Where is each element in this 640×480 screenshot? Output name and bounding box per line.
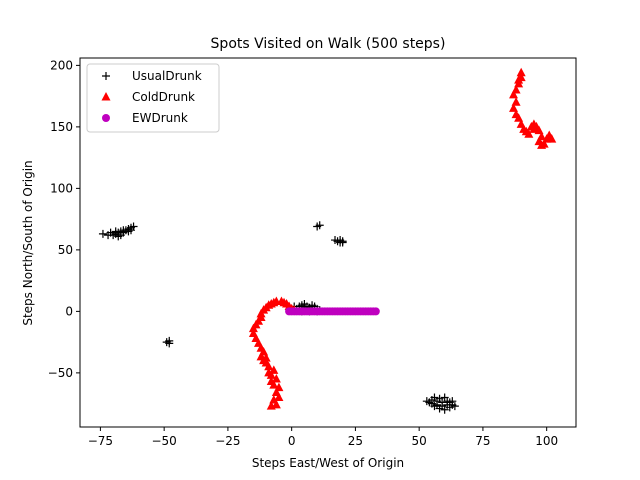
data-point: [509, 89, 519, 99]
y-axis-label: Steps North/South of Origin: [21, 160, 35, 325]
data-point: [269, 365, 279, 374]
plot-area: [98, 67, 557, 414]
data-point: [511, 97, 521, 106]
data-point: [516, 67, 526, 77]
data-point: [445, 398, 454, 407]
y-tick-label: 100: [50, 181, 73, 195]
legend-label-ewdrunk: EWDrunk: [132, 111, 188, 125]
data-point: [248, 328, 258, 338]
data-point: [98, 229, 107, 238]
data-point: [271, 399, 281, 409]
data-point: [524, 129, 534, 138]
x-axis-label: Steps East/West of Origin: [252, 456, 404, 470]
data-point: [274, 392, 284, 401]
x-tick-label: 100: [535, 434, 558, 448]
legend-marker-usualdrunk: [102, 72, 110, 80]
data-point: [509, 103, 519, 112]
data-point: [251, 333, 261, 342]
x-tick-label: 25: [348, 434, 363, 448]
data-point: [529, 124, 539, 133]
y-tick-label: 150: [50, 120, 73, 134]
data-point: [266, 376, 276, 385]
data-point: [165, 339, 174, 348]
series-ewdrunk: [285, 307, 380, 316]
legend-label-usualdrunk: UsualDrunk: [132, 69, 202, 83]
axes-frame: [79, 57, 577, 428]
data-point: [371, 307, 380, 316]
legend: UsualDrunk ColdDrunk EWDrunk: [86, 63, 220, 133]
series-colddrunk: [248, 67, 557, 410]
ticks-group: −75 −50 −25 0 25 50 75 100 −50 0 50 100 150 200: [48, 58, 558, 448]
data-point: [261, 353, 271, 362]
data-point: [256, 351, 266, 361]
legend-box: [86, 63, 220, 133]
data-point: [514, 75, 524, 84]
data-point: [539, 139, 549, 148]
data-point: [127, 226, 136, 235]
data-point: [271, 387, 281, 397]
legend-marker-colddrunk: [101, 92, 111, 101]
x-tick-label: 75: [475, 434, 490, 448]
x-tick-label: 0: [288, 434, 296, 448]
data-point: [336, 238, 345, 247]
data-point: [313, 222, 322, 231]
y-tick-label: 0: [65, 304, 73, 318]
axes-border: [79, 57, 577, 428]
data-point: [440, 405, 449, 414]
x-tick-label: −50: [151, 434, 176, 448]
y-tick-label: 200: [50, 58, 73, 72]
data-point: [511, 84, 521, 94]
legend-label-colddrunk: ColdDrunk: [132, 90, 195, 104]
data-point: [547, 134, 557, 143]
y-tick-label: −50: [48, 366, 73, 380]
data-point: [450, 402, 459, 411]
x-tick-label: −75: [88, 434, 113, 448]
data-point: [264, 367, 274, 377]
chart-title: Spots Visited on Walk (500 steps): [211, 36, 446, 52]
x-tick-label: −25: [215, 434, 240, 448]
data-point: [271, 374, 281, 383]
x-tick-label: 50: [412, 434, 427, 448]
data-point: [274, 382, 284, 392]
data-point: [256, 343, 266, 352]
y-tick-label: 50: [58, 243, 73, 257]
data-point: [254, 338, 264, 347]
data-point: [514, 113, 524, 122]
legend-marker-ewdrunk: [102, 114, 110, 122]
